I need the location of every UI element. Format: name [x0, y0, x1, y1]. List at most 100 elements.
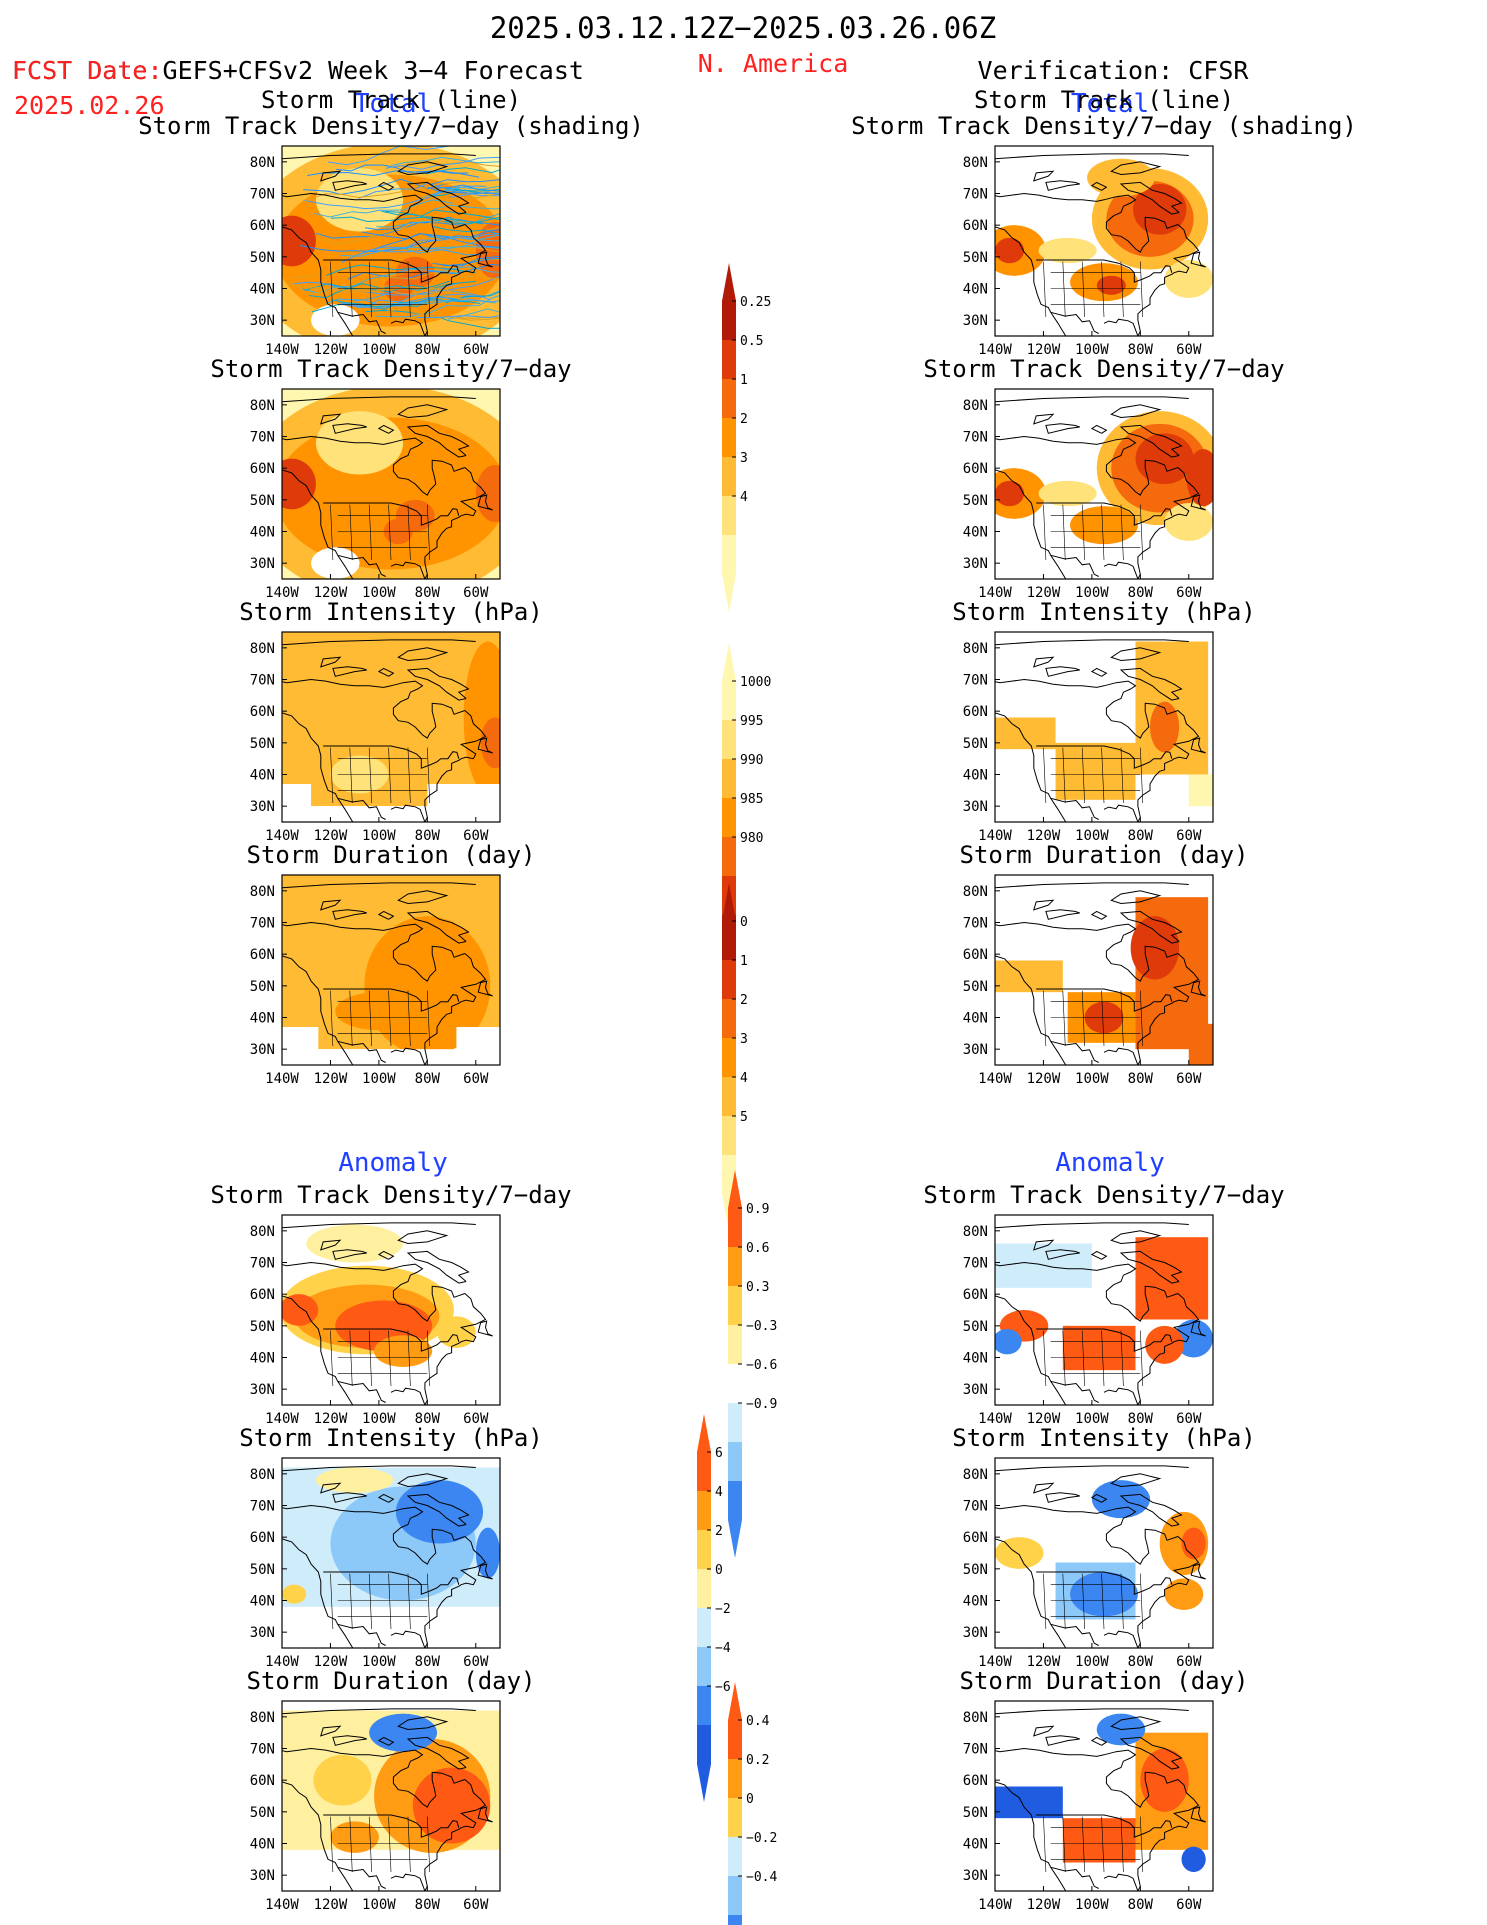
colorbar-label: 0.3 [746, 1280, 769, 1295]
lon-tick-label: 140W [265, 1654, 299, 1670]
state-border [407, 504, 411, 561]
coastline [1033, 899, 1055, 911]
coastline [1090, 1493, 1108, 1503]
state-border [349, 1816, 353, 1873]
shaded-region [1070, 1572, 1138, 1617]
national-border [1036, 502, 1173, 526]
colorbar-segment [722, 1116, 736, 1155]
map-frame [281, 388, 501, 580]
storm-track-density-total-colorbar: 0.25 0.5 1 2 3 4 [722, 263, 771, 612]
storm-track-density-anomaly-colorbar: 0.9 0.6 0.3 −0.3 −0.6 −0.9 [728, 1170, 777, 1558]
coastline [477, 737, 493, 754]
coastline [995, 1222, 1189, 1229]
colorbar-segment [722, 418, 736, 457]
storm-track-line [358, 232, 500, 256]
coastline [995, 396, 1189, 403]
national-border [323, 1814, 460, 1838]
coastline [320, 1482, 342, 1494]
state-border [1043, 1816, 1047, 1873]
lat-tick-label: 50N [250, 493, 275, 509]
coastline [995, 192, 1179, 253]
coastline [282, 639, 476, 646]
storm-track-line [429, 179, 500, 186]
lon-tick-label: 120W [314, 1897, 348, 1913]
state-border [1081, 1573, 1085, 1630]
map-panel: 80N 70N 60N 50N 40N 30N 140W 120W 100W 80W 60W Stor… [210, 1181, 571, 1427]
lat-tick-label: 30N [250, 313, 275, 329]
lat-tick-label: 50N [250, 250, 275, 266]
lat-tick-label: 80N [250, 641, 275, 657]
coastline [1045, 1249, 1080, 1260]
storm-track-line [426, 167, 500, 175]
colorbar-arrow [697, 1764, 711, 1802]
shaded-region [1150, 701, 1180, 753]
colorbar-arrow [722, 574, 736, 612]
lon-tick-label: 100W [362, 1071, 396, 1087]
lat-tick-label: 30N [963, 1042, 988, 1058]
shaded-region [311, 304, 360, 336]
shaded-region [995, 1537, 1044, 1569]
coastline [1033, 170, 1055, 182]
state-border [388, 990, 392, 1047]
map-panel: 80N 70N 60N 50N 40N 30N 140W 120W 100W 80W 60W Stor… [960, 841, 1249, 1087]
state-border [368, 1816, 372, 1873]
lon-tick-label: 120W [314, 828, 348, 844]
fcst-date-prefix: FCST Date: [12, 56, 163, 85]
state-border [1043, 1573, 1047, 1630]
shaded-region [1038, 480, 1097, 507]
map-frame [281, 631, 501, 823]
colorbar-label: 0.2 [746, 1753, 769, 1768]
forecast-date: 2025.02.26 [14, 91, 165, 120]
lon-tick-label: 80W [1128, 342, 1154, 358]
state-border [1062, 504, 1066, 561]
storm-track-line [331, 216, 483, 225]
coastline [377, 1736, 395, 1746]
map-frame [281, 1457, 501, 1649]
colorbar-arrow [722, 643, 736, 681]
state-border [1140, 504, 1144, 561]
coastline [1119, 910, 1183, 944]
lon-tick-label: 120W [314, 1654, 348, 1670]
lon-tick-label: 60W [1176, 828, 1202, 844]
state-border [427, 1816, 431, 1873]
lat-tick-label: 40N [250, 1594, 275, 1610]
state-border [1062, 1816, 1066, 1873]
coastline [282, 1708, 476, 1715]
lat-tick-label: 60N [250, 1530, 275, 1546]
lat-tick-label: 60N [963, 218, 988, 234]
lat-tick-label: 80N [963, 1710, 988, 1726]
colorbar-label: 0.25 [740, 295, 771, 310]
shaded-region [282, 215, 316, 267]
lon-tick-label: 140W [978, 1897, 1012, 1913]
storm-intensity-anomaly-colorbar: 6 4 2 0 −2 −4 −6 [697, 1414, 731, 1802]
storm-track-line [347, 263, 500, 280]
storm-track-line [425, 189, 500, 197]
map-frame [994, 145, 1214, 337]
colorbar-label: −2 [715, 1602, 731, 1617]
shaded-region [995, 717, 1056, 750]
coastline [1110, 1473, 1162, 1488]
coastline [397, 161, 449, 176]
storm-intensity-total-colorbar: 1000 995 990 985 980 [722, 643, 771, 992]
coastline [282, 882, 476, 889]
lat-tick-label: 80N [250, 1467, 275, 1483]
coastline [282, 1781, 354, 1891]
lat-tick-label: 80N [250, 1710, 275, 1726]
lat-tick-label: 40N [250, 1011, 275, 1027]
state-border [1120, 990, 1124, 1047]
coastline [406, 910, 470, 944]
lat-tick-label: 30N [250, 1625, 275, 1641]
coastline [377, 910, 395, 920]
lat-tick-label: 50N [250, 736, 275, 752]
shaded-region [369, 1713, 438, 1752]
state-border [330, 990, 334, 1047]
lon-tick-label: 100W [362, 585, 396, 601]
lat-tick-label: 60N [963, 947, 988, 963]
lat-tick-label: 70N [250, 187, 275, 203]
coastline [1190, 1563, 1206, 1580]
panel-title: Storm Track Density/7−day [210, 355, 571, 383]
colorbar-label: 2 [715, 1524, 723, 1539]
shaded-region [282, 458, 316, 510]
colorbar-segment [728, 1208, 742, 1247]
lat-tick-label: 70N [963, 430, 988, 446]
